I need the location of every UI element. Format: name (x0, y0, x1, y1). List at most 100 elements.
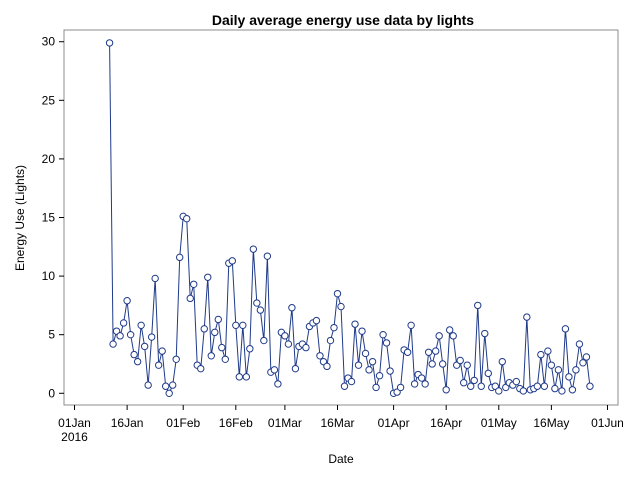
plot-area (105, 39, 594, 397)
data-point (200, 325, 208, 333)
x-tick-label: 01Feb (166, 416, 200, 430)
data-point (246, 345, 254, 353)
data-point (281, 332, 289, 340)
data-point (537, 350, 545, 359)
data-point (463, 361, 471, 369)
data-point (253, 299, 261, 307)
y-tick-label: 20 (42, 152, 56, 166)
x-tick-label: 16Jan (111, 416, 144, 430)
data-point (147, 333, 156, 341)
data-point (284, 340, 293, 348)
data-point (133, 357, 142, 366)
data-point (326, 336, 335, 345)
data-point (449, 332, 457, 340)
data-point (165, 389, 173, 397)
data-point (533, 382, 542, 390)
data-point (424, 348, 433, 356)
data-point (407, 321, 415, 330)
data-point (586, 382, 594, 390)
data-point (438, 360, 447, 368)
data-point (375, 372, 384, 380)
data-point (456, 356, 464, 365)
data-point (161, 382, 170, 390)
data-point (558, 387, 566, 395)
data-point (119, 319, 128, 327)
data-point (144, 381, 152, 389)
data-point (551, 384, 559, 393)
data-point (337, 302, 345, 311)
data-point (410, 380, 419, 388)
data-point (190, 280, 198, 288)
data-point (130, 350, 138, 359)
data-point (470, 376, 478, 385)
data-point (431, 347, 440, 355)
data-point (561, 325, 570, 333)
data-point (379, 330, 387, 339)
data-point (260, 336, 268, 345)
data-point (126, 330, 135, 339)
data-point (347, 377, 356, 386)
data-point (214, 315, 222, 324)
data-point (151, 274, 159, 283)
data-point (235, 373, 244, 381)
data-point (386, 367, 394, 375)
data-point (523, 313, 531, 321)
data-point (435, 332, 443, 340)
x-tick-sublabel: 2016 (61, 430, 88, 444)
data-point (207, 352, 215, 360)
x-tick-label: 16Mar (320, 416, 354, 430)
y-tick-label: 0 (48, 386, 55, 400)
data-point (495, 387, 503, 395)
data-point (421, 380, 429, 388)
data-point (154, 361, 163, 369)
data-point (446, 326, 454, 334)
data-point (232, 321, 240, 330)
data-point (105, 39, 114, 47)
data-point (519, 387, 528, 395)
data-point (197, 364, 205, 373)
x-tick-label: 01Jun (591, 416, 624, 430)
x-tick-label: 01May (481, 416, 517, 430)
data-point (540, 382, 549, 390)
data-point (274, 380, 282, 388)
data-point (109, 340, 117, 348)
data-point (579, 359, 587, 367)
data-point (291, 364, 300, 373)
data-point (575, 340, 584, 348)
data-point (228, 257, 237, 265)
x-axis-label: Date (328, 452, 354, 466)
x-tick-label: 01Apr (378, 416, 410, 430)
data-point (323, 362, 331, 371)
data-point (460, 379, 468, 387)
data-point (333, 289, 342, 298)
data-point (554, 366, 563, 374)
data-point (568, 386, 577, 394)
data-point (288, 304, 296, 312)
data-point (481, 329, 489, 338)
data-point (316, 352, 324, 360)
data-point (221, 355, 229, 363)
data-point (183, 214, 191, 223)
data-point (368, 357, 377, 366)
data-point (330, 323, 338, 332)
data-point (372, 383, 380, 392)
data-point (403, 348, 412, 356)
data-point (572, 366, 580, 374)
data-point (361, 349, 370, 358)
y-tick-label: 5 (48, 328, 55, 342)
data-point (351, 320, 359, 328)
x-tick-label: 01Jan (58, 416, 91, 430)
data-point (382, 339, 391, 347)
data-point (474, 301, 482, 310)
data-point (137, 321, 145, 330)
data-point (498, 357, 506, 366)
data-point (158, 347, 166, 355)
x-tick-label: 01Mar (268, 416, 302, 430)
y-tick-label: 25 (42, 93, 56, 107)
data-point (249, 245, 258, 253)
data-point (204, 273, 212, 281)
data-point (547, 361, 556, 369)
data-point (484, 369, 492, 378)
